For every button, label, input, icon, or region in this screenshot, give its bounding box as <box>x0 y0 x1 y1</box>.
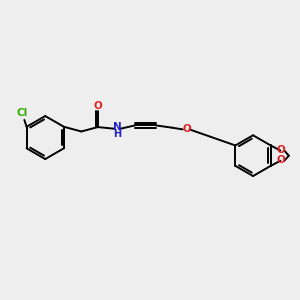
Text: N: N <box>113 122 122 132</box>
Text: O: O <box>277 155 285 165</box>
Text: O: O <box>277 145 285 155</box>
Text: Cl: Cl <box>16 108 28 118</box>
Text: H: H <box>113 129 121 139</box>
Text: O: O <box>93 101 102 111</box>
Text: O: O <box>182 124 191 134</box>
